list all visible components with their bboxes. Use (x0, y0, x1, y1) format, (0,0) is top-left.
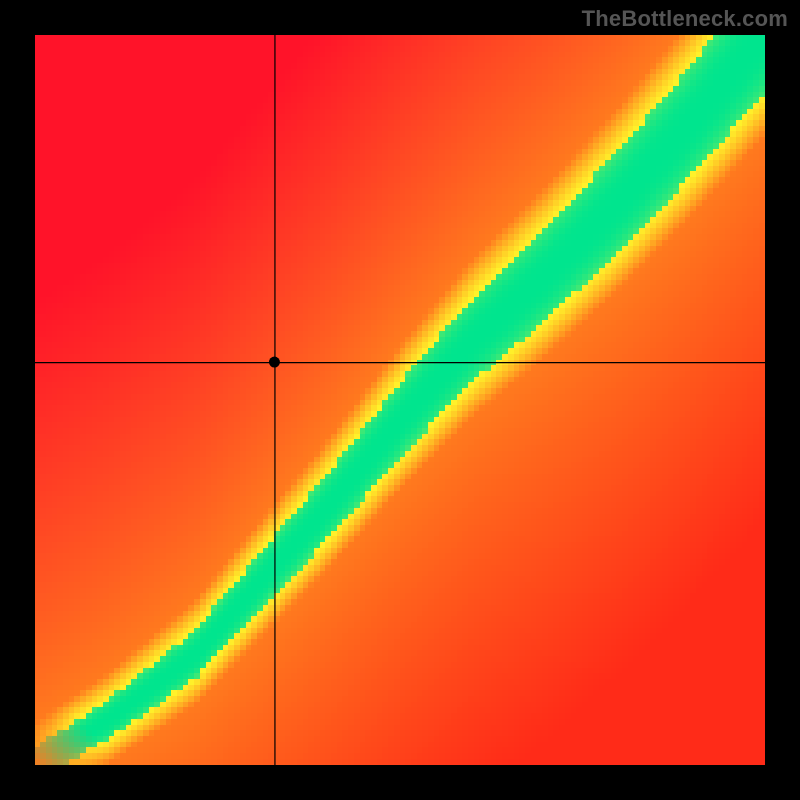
heatmap-canvas (35, 35, 765, 765)
watermark-text: TheBottleneck.com (582, 6, 788, 32)
chart-frame: TheBottleneck.com (0, 0, 800, 800)
plot-area (35, 35, 765, 765)
